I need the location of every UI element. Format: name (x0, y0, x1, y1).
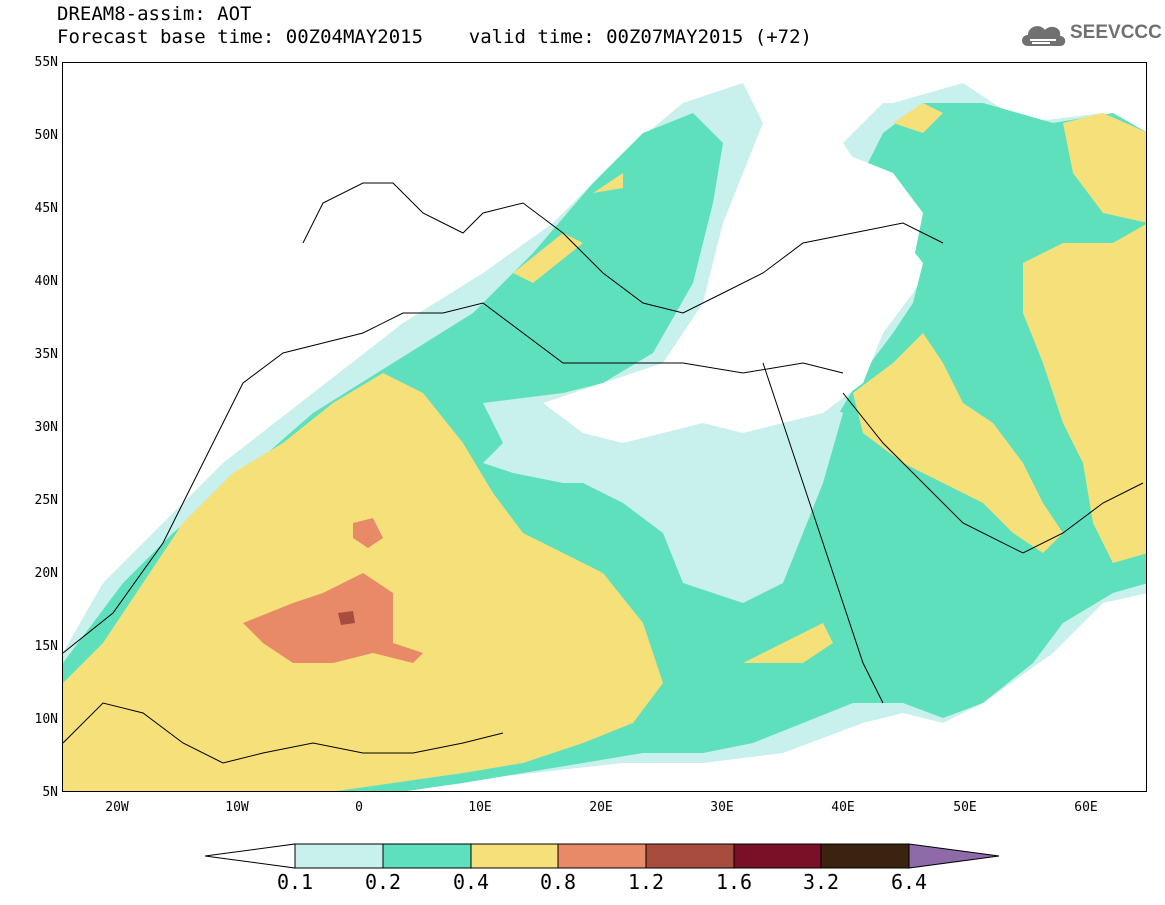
aot-map (63, 63, 1146, 791)
aot-band-1-2 (338, 611, 355, 625)
y-tick: 55N (34, 55, 58, 70)
legend-swatch-7 (820, 843, 910, 869)
cloud-icon (1022, 26, 1066, 46)
legend-level: 0.4 (452, 870, 490, 894)
legend-swatch-6 (733, 843, 822, 869)
x-tick: 10W (225, 800, 249, 815)
x-tick: 0 (355, 800, 363, 815)
aot-band-0-8 (243, 573, 423, 663)
legend-level: 1.6 (715, 870, 753, 894)
y-tick: 30N (34, 420, 58, 435)
aot-band-0-4-balkans (513, 233, 583, 283)
legend-level: 6.4 (890, 870, 928, 894)
coastlines (63, 182, 1144, 764)
legend-level: 0.1 (276, 870, 314, 894)
aot-clean-med (543, 323, 883, 443)
aot-band-0-4-caspian (1063, 113, 1146, 223)
forecast-time-line: Forecast base time: 00Z04MAY2015 valid t… (57, 26, 812, 48)
map-panel (62, 62, 1147, 792)
aot-band-0-1-sahara (483, 393, 843, 603)
x-tick: 60E (1074, 800, 1098, 815)
y-tick: 20N (34, 566, 58, 581)
y-tick: 35N (34, 347, 58, 362)
x-tick: 10E (468, 800, 492, 815)
legend-swatch-8 (908, 843, 1000, 869)
x-tick: 30E (710, 800, 734, 815)
aot-band-0-4-carpathia (593, 173, 623, 193)
seevccc-logo: SEEVCCC (1018, 18, 1162, 58)
color-legend (204, 838, 1000, 874)
legend-level: 3.2 (802, 870, 840, 894)
y-tick: 40N (34, 274, 58, 289)
legend-swatch-3 (470, 843, 559, 869)
x-tick: 20W (105, 800, 129, 815)
legend-level: 0.2 (364, 870, 402, 894)
x-tick: 40E (831, 800, 855, 815)
y-tick: 50N (34, 128, 58, 143)
aot-clean-north (63, 63, 623, 603)
legend-swatch-1 (294, 843, 384, 869)
x-tick: 50E (953, 800, 977, 815)
legend-level: 0.8 (539, 870, 577, 894)
aot-clean-east (623, 63, 1146, 123)
x-tick: 20E (589, 800, 613, 815)
y-tick: 15N (34, 639, 58, 654)
y-tick: 10N (34, 712, 58, 727)
aot-clean-turkey (743, 153, 923, 313)
chart-title: DREAM8-assim: AOT (57, 3, 252, 25)
aot-band-0-4-russia (893, 103, 943, 133)
legend-swatch-0 (204, 843, 296, 869)
logo-text: SEEVCCC (1070, 22, 1162, 43)
y-tick: 45N (34, 201, 58, 216)
aot-band-0-4-arabia (853, 333, 1063, 553)
legend-swatch-2 (382, 843, 472, 869)
y-tick: 5N (42, 785, 58, 800)
y-tick: 25N (34, 493, 58, 508)
aot-band-0-4-sudan (743, 623, 833, 663)
aot-band-0-8-mali (353, 518, 383, 548)
legend-swatch-4 (557, 843, 647, 869)
legend-level: 1.2 (627, 870, 665, 894)
legend-swatch-5 (645, 843, 735, 869)
aot-band-0-4-iran (1023, 224, 1146, 563)
